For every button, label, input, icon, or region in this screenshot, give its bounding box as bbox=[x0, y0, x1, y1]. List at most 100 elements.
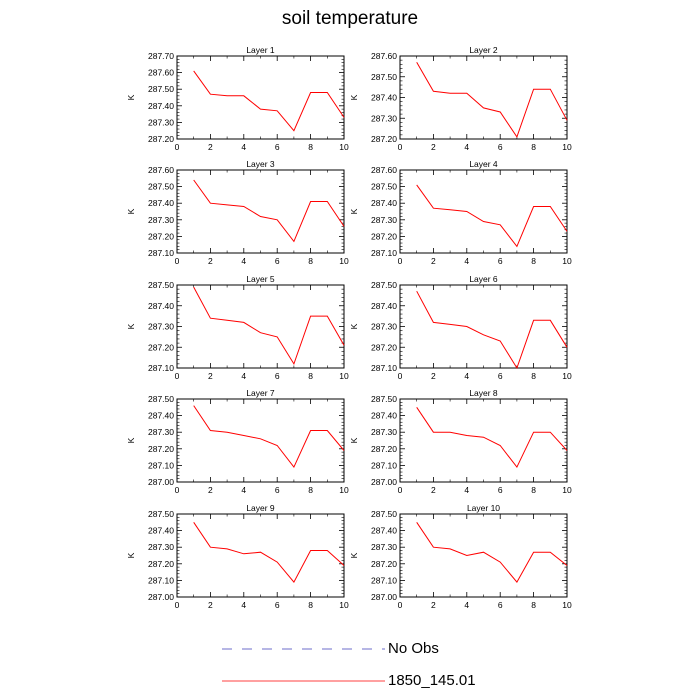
series-line bbox=[193, 179, 345, 243]
x-tick-label: 0 bbox=[398, 485, 403, 495]
y-axis-label: K bbox=[126, 94, 136, 100]
x-tick-label: 8 bbox=[308, 256, 313, 266]
x-tick-label: 4 bbox=[241, 142, 246, 152]
series-line bbox=[416, 184, 568, 248]
y-tick-label: 287.40 bbox=[371, 198, 397, 208]
y-axis-label: K bbox=[349, 552, 359, 558]
x-tick-label: 0 bbox=[398, 142, 403, 152]
y-tick-label: 287.30 bbox=[371, 542, 397, 552]
y-tick-label: 287.60 bbox=[148, 165, 174, 175]
x-tick-label: 10 bbox=[562, 142, 572, 152]
panel-layer-3: Layer 3 K 0 2 4 6 8 10 287.10 287.20 287.30 287.40 2… bbox=[126, 159, 349, 266]
y-axis-label: K bbox=[126, 323, 136, 329]
panel-title: Layer 10 bbox=[467, 503, 500, 513]
series-line bbox=[193, 286, 345, 366]
x-tick-label: 0 bbox=[175, 485, 180, 495]
panel-title: Layer 3 bbox=[246, 159, 275, 169]
x-tick-label: 0 bbox=[175, 371, 180, 381]
panel-layer-6: Layer 6 K 0 2 4 6 8 10 287.10 287.20 287.30 287.40 2… bbox=[349, 274, 572, 381]
y-tick-label: 287.30 bbox=[371, 427, 397, 437]
plot-frame bbox=[399, 398, 568, 483]
y-tick-label: 287.40 bbox=[148, 101, 174, 111]
y-tick-label: 287.40 bbox=[371, 411, 397, 421]
x-tick-label: 8 bbox=[531, 600, 536, 610]
series-line bbox=[416, 522, 568, 583]
x-tick-label: 0 bbox=[398, 600, 403, 610]
y-tick-label: 287.30 bbox=[148, 215, 174, 225]
y-tick-label: 287.40 bbox=[148, 301, 174, 311]
x-tick-label: 8 bbox=[531, 256, 536, 266]
x-tick-label: 8 bbox=[531, 371, 536, 381]
series-line bbox=[416, 61, 568, 139]
plot-frame bbox=[399, 169, 568, 254]
x-tick-label: 2 bbox=[208, 142, 213, 152]
y-tick-label: 287.10 bbox=[371, 248, 397, 258]
y-tick-label: 287.30 bbox=[371, 215, 397, 225]
y-tick-label: 287.50 bbox=[148, 509, 174, 519]
panel-layer-7: Layer 7 K 0 2 4 6 8 10 287.00 287.10 287.20 287.30 2… bbox=[126, 388, 349, 495]
y-tick-label: 287.40 bbox=[148, 411, 174, 421]
y-tick-label: 287.50 bbox=[371, 280, 397, 290]
x-tick-label: 6 bbox=[498, 371, 503, 381]
x-tick-label: 10 bbox=[562, 256, 572, 266]
y-axis-label: K bbox=[349, 208, 359, 214]
y-tick-label: 287.30 bbox=[371, 322, 397, 332]
y-tick-label: 287.40 bbox=[371, 93, 397, 103]
figure-title: soil temperature bbox=[281, 8, 419, 29]
y-tick-label: 287.40 bbox=[148, 526, 174, 536]
x-tick-label: 8 bbox=[531, 485, 536, 495]
x-tick-label: 8 bbox=[308, 485, 313, 495]
x-tick-label: 2 bbox=[431, 600, 436, 610]
y-tick-label: 287.40 bbox=[148, 198, 174, 208]
x-tick-label: 4 bbox=[241, 256, 246, 266]
y-axis-label: K bbox=[126, 437, 136, 443]
panel-title: Layer 2 bbox=[469, 45, 498, 55]
y-tick-label: 287.30 bbox=[371, 113, 397, 123]
y-axis-label: K bbox=[126, 552, 136, 558]
x-tick-label: 8 bbox=[308, 142, 313, 152]
x-tick-label: 0 bbox=[398, 256, 403, 266]
x-tick-label: 2 bbox=[208, 371, 213, 381]
x-tick-label: 6 bbox=[275, 142, 280, 152]
y-tick-label: 287.50 bbox=[371, 509, 397, 519]
plot-frame bbox=[176, 169, 345, 254]
x-tick-label: 0 bbox=[175, 142, 180, 152]
y-tick-label: 287.20 bbox=[148, 231, 174, 241]
y-tick-label: 287.20 bbox=[371, 231, 397, 241]
y-tick-label: 287.20 bbox=[148, 444, 174, 454]
panel-layer-10: Layer 10 K 0 2 4 6 8 10 287.00 287.10 287.20 287.30… bbox=[349, 503, 572, 610]
y-axis-label: K bbox=[349, 323, 359, 329]
x-tick-label: 10 bbox=[339, 485, 349, 495]
y-tick-label: 287.20 bbox=[371, 559, 397, 569]
x-tick-label: 4 bbox=[464, 256, 469, 266]
y-tick-label: 287.20 bbox=[148, 342, 174, 352]
x-tick-label: 8 bbox=[308, 600, 313, 610]
y-tick-label: 287.20 bbox=[371, 134, 397, 144]
panel-layer-9: Layer 9 K 0 2 4 6 8 10 287.00 287.10 287.20 287.30 2… bbox=[126, 503, 349, 610]
panel-title: Layer 5 bbox=[246, 274, 275, 284]
y-tick-label: 287.10 bbox=[371, 460, 397, 470]
x-tick-label: 4 bbox=[464, 371, 469, 381]
x-tick-label: 0 bbox=[175, 600, 180, 610]
plot-frame bbox=[176, 55, 345, 140]
plot-frame bbox=[399, 55, 568, 140]
y-axis-label: K bbox=[126, 208, 136, 214]
y-tick-label: 287.60 bbox=[371, 165, 397, 175]
legend-label-no-obs: No Obs bbox=[388, 640, 439, 657]
y-axis-label: K bbox=[349, 94, 359, 100]
plot-frame bbox=[176, 513, 345, 598]
x-tick-label: 2 bbox=[431, 371, 436, 381]
y-tick-label: 287.10 bbox=[148, 363, 174, 373]
x-tick-label: 6 bbox=[275, 600, 280, 610]
y-tick-label: 287.00 bbox=[371, 477, 397, 487]
x-tick-label: 2 bbox=[208, 256, 213, 266]
x-tick-label: 10 bbox=[562, 371, 572, 381]
panel-layer-5: Layer 5 K 0 2 4 6 8 10 287.10 287.20 287.30 287.40 2… bbox=[126, 274, 349, 381]
panel-title: Layer 6 bbox=[469, 274, 498, 284]
y-tick-label: 287.00 bbox=[148, 477, 174, 487]
y-tick-label: 287.50 bbox=[148, 182, 174, 192]
panel-layer-1: Layer 1 K 0 2 4 6 8 10 287.20 287.30 287.40 287.50 2… bbox=[126, 45, 349, 152]
y-tick-label: 287.30 bbox=[148, 542, 174, 552]
y-tick-label: 287.20 bbox=[148, 134, 174, 144]
y-tick-label: 287.10 bbox=[371, 575, 397, 585]
